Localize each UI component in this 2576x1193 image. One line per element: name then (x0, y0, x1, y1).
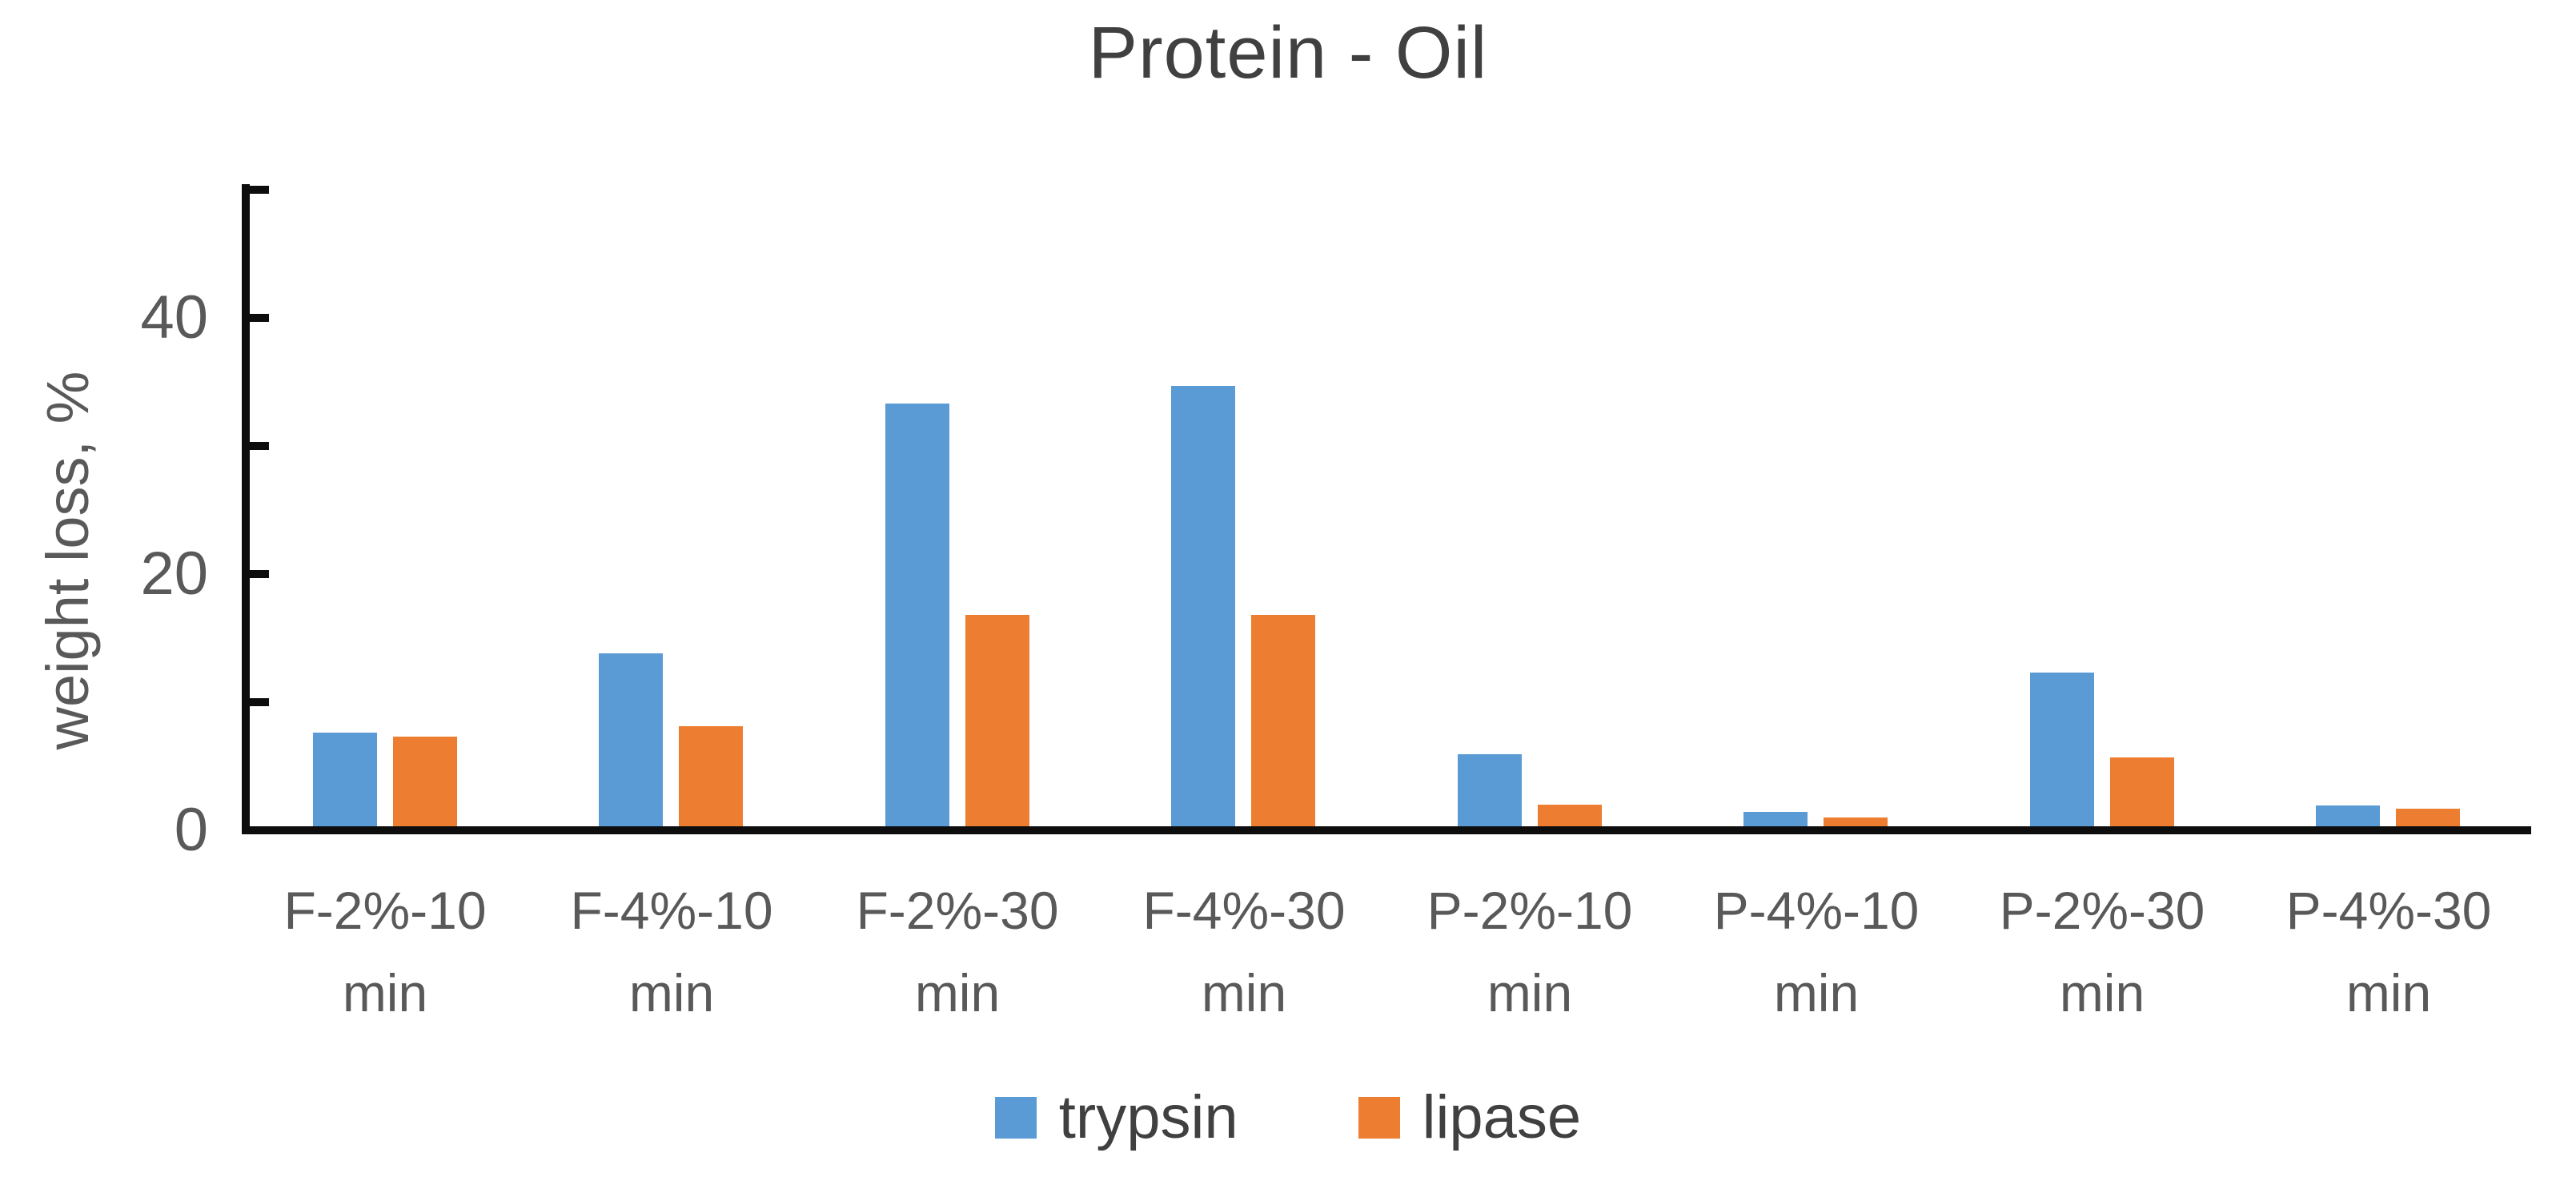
y-tick-10 (242, 698, 269, 706)
x-label-2: F-2%-30 min (856, 881, 1059, 1022)
legend-label-trypsin: trypsin (1058, 1083, 1238, 1151)
bar-lipase-7 (2396, 809, 2460, 826)
x-label-0: F-2%-10 min (283, 881, 487, 1022)
bar-trypsin-3 (1171, 386, 1235, 826)
legend-item-trypsin: trypsin (994, 1083, 1238, 1152)
x-axis-line (242, 826, 2531, 834)
bar-lipase-4 (1538, 805, 1602, 826)
legend-label-lipase: lipase (1422, 1083, 1582, 1151)
bar-lipase-0 (393, 737, 457, 826)
x-label-5: P-4%-10 min (1713, 881, 1920, 1022)
bar-lipase-3 (1251, 615, 1315, 826)
plot-area (242, 186, 2531, 826)
bar-trypsin-7 (2316, 805, 2380, 826)
y-tick-label-20: 20 (140, 540, 208, 608)
x-label-7: P-4%-30 min (2285, 881, 2492, 1022)
bar-trypsin-0 (313, 733, 377, 826)
y-tick-label-40: 40 (140, 283, 208, 351)
y-tick-50 (242, 186, 269, 194)
y-tick-20 (242, 570, 269, 578)
y-axis-line (242, 184, 250, 834)
y-tick-label-0: 0 (174, 796, 208, 864)
legend-item-lipase: lipase (1358, 1083, 1582, 1152)
trypsin-swatch-icon (994, 1096, 1037, 1139)
bar-lipase-2 (965, 615, 1029, 826)
lipase-swatch-icon (1358, 1096, 1400, 1139)
x-label-6: P-2%-30 min (1999, 881, 2205, 1022)
y-tick-30 (242, 442, 269, 450)
bar-trypsin-4 (1458, 754, 1522, 826)
bar-lipase-5 (1824, 817, 1888, 826)
x-label-1: F-4%-10 min (570, 881, 773, 1022)
chart-title: Protein - Oil (1088, 12, 1488, 94)
x-label-4: P-2%-10 min (1426, 881, 1633, 1022)
bar-lipase-6 (2110, 757, 2174, 826)
bar-trypsin-6 (2030, 673, 2094, 826)
legend: trypsin lipase (0, 1083, 2576, 1152)
bar-trypsin-2 (885, 404, 949, 826)
x-label-3: F-4%-30 min (1142, 881, 1346, 1022)
y-tick-40 (242, 314, 269, 322)
bar-lipase-1 (679, 726, 743, 826)
bar-trypsin-5 (1743, 812, 1808, 826)
bar-trypsin-1 (599, 653, 663, 826)
